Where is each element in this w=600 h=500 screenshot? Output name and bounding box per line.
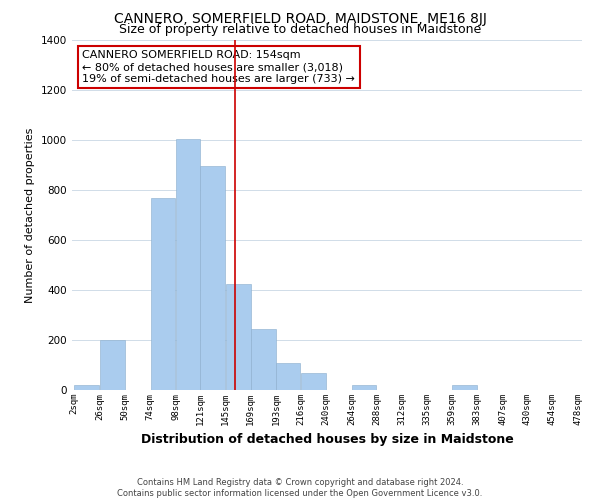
- Bar: [452, 385, 477, 390]
- Text: CANNERO SOMERFIELD ROAD: 154sqm
← 80% of detached houses are smaller (3,018)
19%: CANNERO SOMERFIELD ROAD: 154sqm ← 80% of…: [82, 50, 355, 84]
- Bar: [200, 166, 225, 390]
- Bar: [100, 340, 125, 390]
- Bar: [352, 385, 376, 390]
- Bar: [301, 372, 326, 390]
- X-axis label: Distribution of detached houses by size in Maidstone: Distribution of detached houses by size …: [140, 434, 514, 446]
- Bar: [226, 284, 251, 390]
- Bar: [251, 329, 276, 390]
- Bar: [74, 385, 99, 390]
- Text: Size of property relative to detached houses in Maidstone: Size of property relative to detached ho…: [119, 22, 481, 36]
- Text: Contains HM Land Registry data © Crown copyright and database right 2024.
Contai: Contains HM Land Registry data © Crown c…: [118, 478, 482, 498]
- Bar: [151, 198, 175, 390]
- Bar: [176, 138, 200, 390]
- Y-axis label: Number of detached properties: Number of detached properties: [25, 128, 35, 302]
- Text: CANNERO, SOMERFIELD ROAD, MAIDSTONE, ME16 8JJ: CANNERO, SOMERFIELD ROAD, MAIDSTONE, ME1…: [113, 12, 487, 26]
- Bar: [277, 362, 300, 390]
